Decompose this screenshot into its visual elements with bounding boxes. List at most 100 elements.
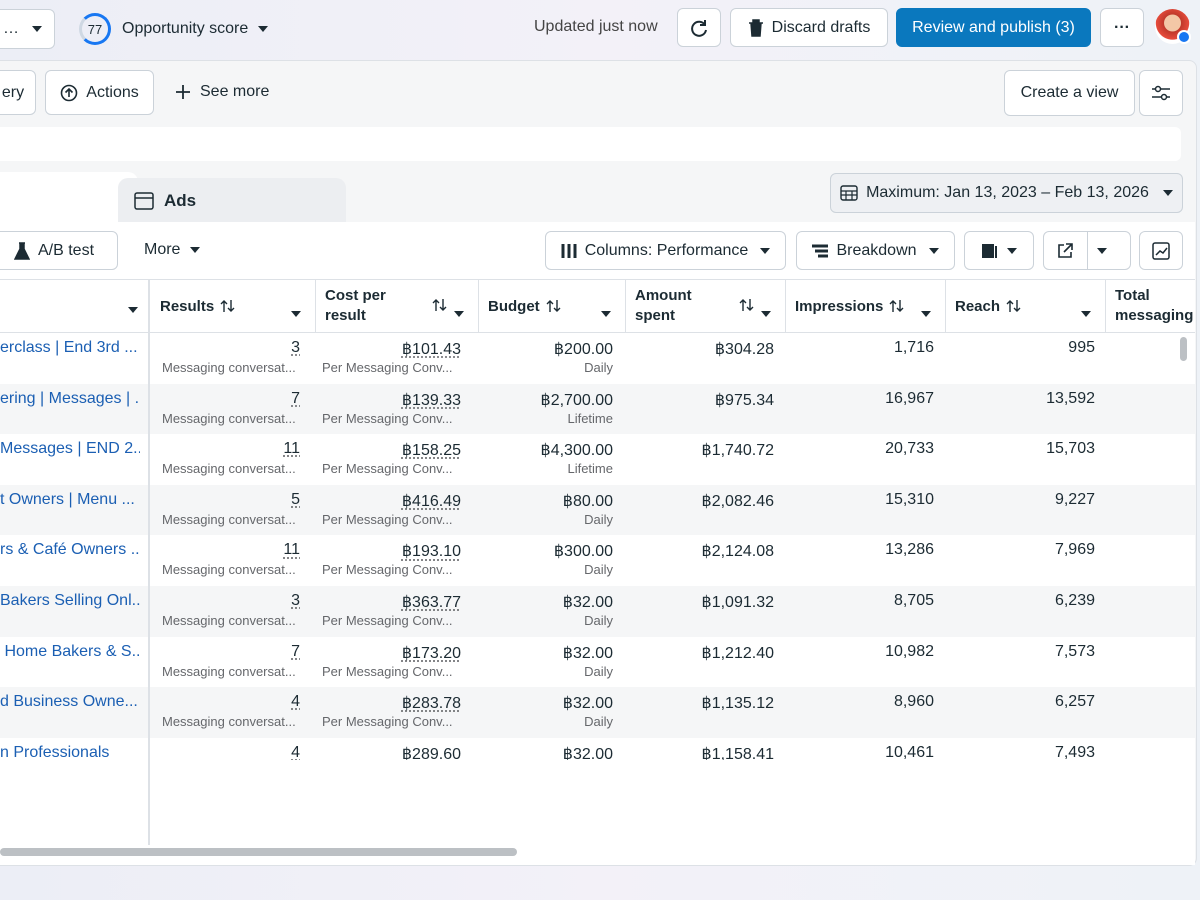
ad-name-link[interactable]: Messages | END 2...: [0, 440, 140, 458]
h-scrollbar[interactable]: [0, 848, 517, 856]
column-header[interactable]: Impressions: [785, 280, 945, 332]
sort-button[interactable]: [220, 299, 236, 317]
flask-icon: [14, 242, 30, 260]
column-divider: [1105, 280, 1106, 332]
table-row[interactable]: erclass | End 3rd ...3฿101.43฿200.00฿304…: [0, 333, 1195, 384]
cell-cost: ฿101.43: [402, 339, 461, 359]
sort-button[interactable]: [546, 299, 562, 317]
see-more-button[interactable]: See more: [176, 83, 269, 101]
cell-budget: ฿300.00: [554, 541, 613, 561]
status: Updated just now: [534, 18, 658, 36]
gallery-button[interactable]: ery: [0, 70, 36, 115]
score: 77: [88, 22, 102, 37]
ad-name-link[interactable]: ering | Messages | ...: [0, 390, 140, 408]
breakdown-button[interactable]: Breakdown: [796, 231, 955, 270]
column-header-text: Budget: [488, 298, 540, 315]
discard-button[interactable]: Discard drafts: [730, 8, 888, 47]
column-menu[interactable]: [291, 304, 301, 321]
v-scrollbar[interactable]: [1180, 337, 1187, 361]
actions-button[interactable]: Actions: [45, 70, 154, 115]
table-row[interactable]: d Business Owne...4฿283.78฿32.00฿1,135.1…: [0, 687, 1195, 738]
cell-results: 3: [291, 339, 300, 357]
column-menu[interactable]: [601, 304, 611, 321]
sort-icon: [220, 299, 236, 313]
ad-name-link[interactable]: erclass | End 3rd ...: [0, 339, 140, 357]
column-header[interactable]: Reach: [945, 280, 1105, 332]
cell-amount: ฿1,740.72: [702, 440, 774, 460]
reports-icon: [981, 243, 999, 259]
column-divider: [478, 280, 479, 332]
ad-name-link[interactable]: t Owners | Menu ...: [0, 491, 140, 509]
table-row[interactable]: rs & Café Owners ...11฿193.10฿300.00฿2,1…: [0, 535, 1195, 586]
cell-impressions: 16,967: [885, 390, 934, 408]
cell-budget-sub: Daily: [584, 714, 613, 729]
table-row[interactable]: t Owners | Menu ...5฿416.49฿80.00฿2,082.…: [0, 485, 1195, 536]
cell-cost-sub: Per Messaging Conv...: [322, 613, 453, 628]
sort-button[interactable]: [432, 298, 448, 316]
cell-budget-sub: Daily: [584, 512, 613, 527]
name-col-caret[interactable]: [128, 300, 138, 318]
cell-impressions: 8,960: [894, 693, 934, 711]
sort-button[interactable]: [739, 298, 755, 316]
cell-cost: ฿416.49: [402, 491, 461, 511]
tab-ads[interactable]: Ads: [118, 178, 346, 224]
sort-button[interactable]: [1006, 299, 1022, 317]
table-row[interactable]: Home Bakers & S...7฿173.20฿32.00฿1,212.4…: [0, 637, 1195, 688]
table-row[interactable]: Bakers Selling Onl...3฿363.77฿32.00฿1,09…: [0, 586, 1195, 637]
more-button[interactable]: ···: [1100, 8, 1144, 47]
export-button[interactable]: [1043, 231, 1131, 270]
more-menu[interactable]: More: [144, 241, 200, 259]
cell-reach: 7,573: [1055, 643, 1095, 661]
column-menu[interactable]: [921, 304, 931, 321]
create-view-button[interactable]: Create a view: [1004, 70, 1135, 116]
column-header[interactable]: Cost per result: [315, 280, 478, 332]
cell-results: 11: [283, 541, 300, 559]
cell-budget: ฿200.00: [554, 339, 613, 359]
cell-impressions: 10,461: [885, 744, 934, 760]
settings-button[interactable]: [1139, 70, 1183, 116]
breakdown-icon: [812, 244, 828, 258]
cell-reach: 7,969: [1055, 541, 1095, 559]
gallery-text: ery: [2, 84, 24, 102]
column-divider: [315, 280, 316, 332]
publish-button[interactable]: Review and publish (3): [896, 8, 1091, 47]
sliders-icon: [1151, 85, 1171, 101]
column-menu[interactable]: [1081, 304, 1091, 321]
ab-test-button[interactable]: A/B test: [0, 231, 118, 270]
cell-cost-sub: Per Messaging Conv...: [322, 360, 453, 375]
ad-name-link[interactable]: Bakers Selling Onl...: [0, 592, 140, 610]
table-row[interactable]: Messages | END 2...11฿158.25฿4,300.00฿1,…: [0, 434, 1195, 485]
ad-name-link[interactable]: d Business Owne...: [0, 693, 140, 711]
account-menu[interactable]: …: [0, 9, 55, 49]
ad-name-link[interactable]: n Professionals: [0, 744, 140, 760]
sort-button[interactable]: [889, 299, 905, 317]
cell-cost-sub: Per Messaging Conv...: [322, 461, 453, 476]
cell-results: 7: [291, 390, 300, 408]
ad-name-link[interactable]: Home Bakers & S...: [0, 643, 140, 661]
reports-button[interactable]: [964, 231, 1034, 270]
column-header-text: Results: [160, 298, 214, 315]
refresh-button[interactable]: [677, 8, 721, 47]
cell-cost: ฿193.10: [402, 541, 461, 561]
columns-button[interactable]: Columns: Performance: [545, 231, 786, 270]
column-header[interactable]: Budget: [478, 280, 625, 332]
table-row[interactable]: n Professionals4฿289.60฿32.00฿1,158.4110…: [0, 738, 1195, 760]
score-ring: 77: [79, 13, 111, 45]
ad-name-link[interactable]: rs & Café Owners ...: [0, 541, 140, 559]
date-range-button[interactable]: Maximum: Jan 13, 2023 – Feb 13, 2026: [830, 173, 1183, 213]
cell-amount: ฿1,091.32: [702, 592, 774, 612]
discard-text: Discard drafts: [772, 19, 871, 37]
cell-results-sub: Messaging conversat...: [162, 360, 296, 375]
column-header[interactable]: Amount spent: [625, 280, 785, 332]
cell-reach: 995: [1068, 339, 1095, 357]
table-row[interactable]: ering | Messages | ...7฿139.33฿2,700.00฿…: [0, 384, 1195, 435]
sort-icon: [739, 298, 755, 312]
search-bar[interactable]: [0, 127, 1181, 161]
cell-budget: ฿2,700.00: [541, 390, 613, 410]
chart-button[interactable]: [1139, 231, 1183, 270]
column-header[interactable]: Results: [150, 280, 315, 332]
column-menu[interactable]: [454, 304, 464, 321]
column-menu[interactable]: [761, 304, 771, 321]
score-menu[interactable]: Opportunity score: [122, 20, 268, 38]
column-header[interactable]: Total messaging: [1105, 280, 1200, 332]
